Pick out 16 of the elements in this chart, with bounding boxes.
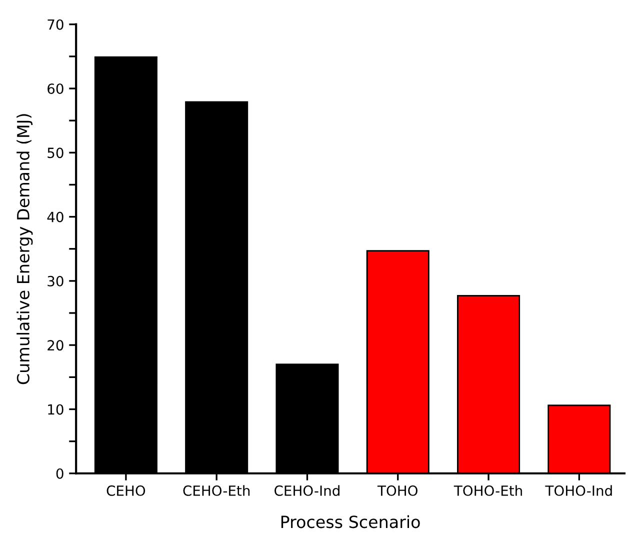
y-tick-label: 60 [48, 83, 64, 94]
x-axis-title: Process Scenario [281, 515, 420, 528]
y-tick-label: 40 [47, 212, 64, 222]
x-tick-label: TOHO-Ind [545, 485, 612, 496]
x-tick-label: TOHO [377, 485, 418, 496]
y-tick-label: 20 [48, 340, 64, 351]
y-axis-title: Cumulative Energy Demand (MJ) [16, 114, 33, 384]
y-tick-label: 30 [48, 276, 64, 286]
x-tick-label: CEHO [106, 485, 146, 496]
x-tick-label: CEHO-Eth [183, 485, 250, 496]
x-tick-label: TOHO-Eth [454, 485, 522, 496]
y-tick-label: 10 [48, 404, 64, 415]
y-tick-label: 50 [48, 148, 64, 158]
y-tick-label: 0 [56, 468, 64, 479]
y-tick-label: 70 [48, 19, 64, 30]
x-tick-label: CEHO-Ind [274, 485, 340, 496]
